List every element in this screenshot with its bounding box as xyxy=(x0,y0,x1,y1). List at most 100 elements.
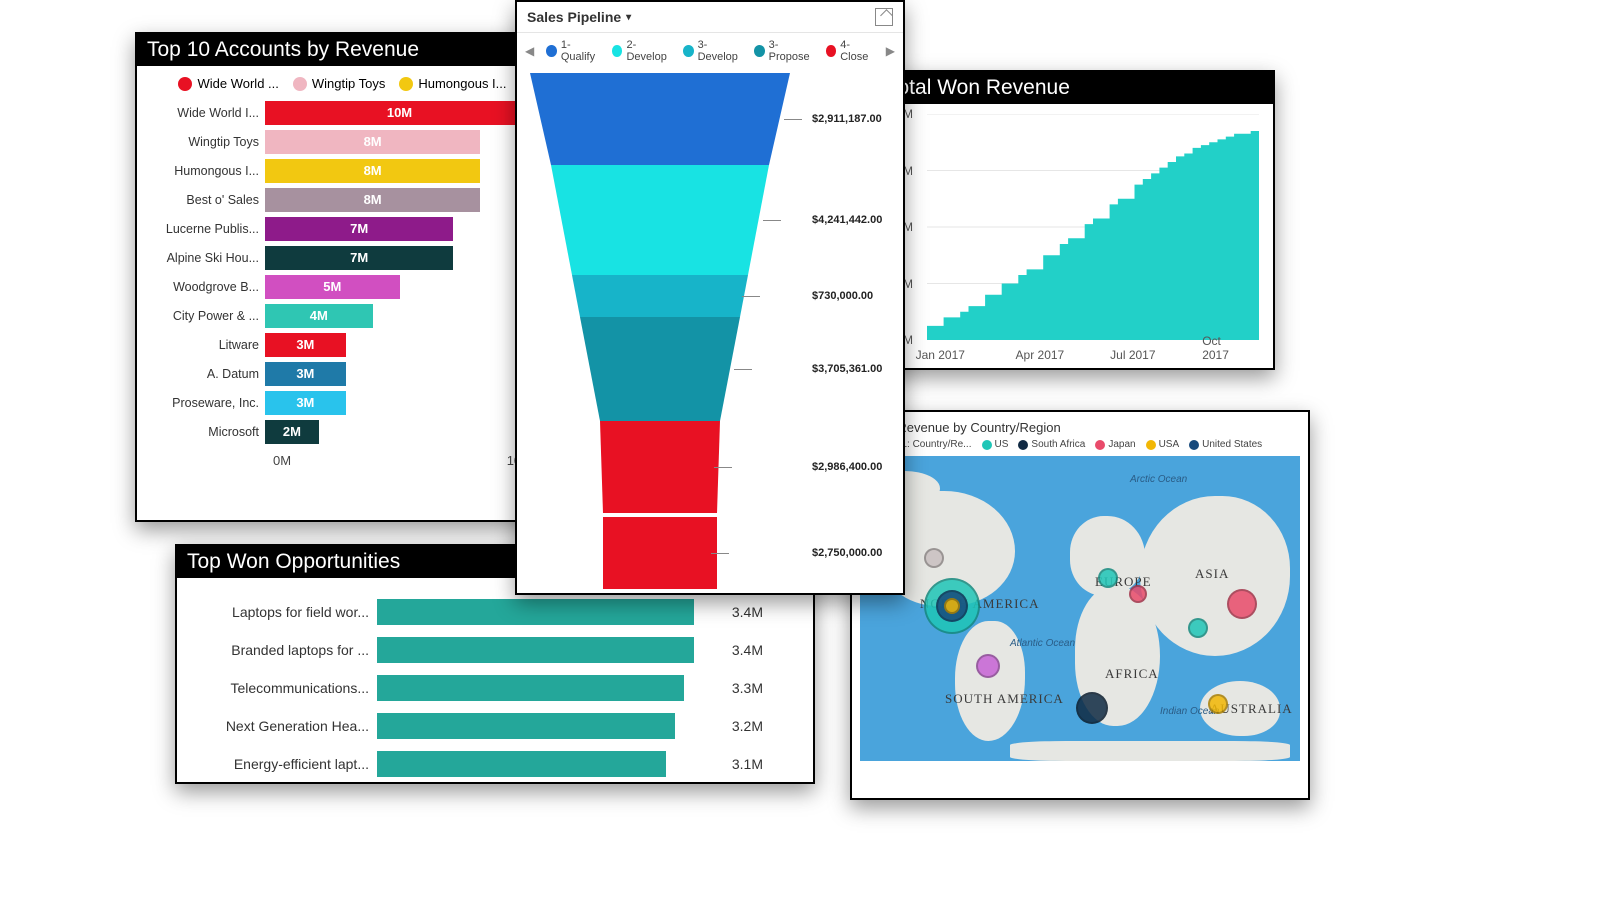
legend-item[interactable]: United States xyxy=(1189,439,1262,450)
bar-track: 8M xyxy=(265,159,534,183)
area-series[interactable] xyxy=(927,131,1259,340)
map-bubble[interactable] xyxy=(944,598,960,614)
legend-swatch xyxy=(1189,440,1199,450)
map-bubble[interactable] xyxy=(1208,694,1228,714)
bar-row[interactable]: Best o' Sales 8M xyxy=(137,186,534,213)
map-bubble[interactable] xyxy=(1188,618,1208,638)
bar-track: 3M xyxy=(265,333,534,357)
bar-label: Humongous I... xyxy=(137,164,265,178)
bar-fill xyxy=(377,637,694,663)
legend-swatch xyxy=(399,77,413,91)
legend-swatch xyxy=(1018,440,1028,450)
map-bubble[interactable] xyxy=(1129,585,1147,603)
legend-text: South Africa xyxy=(1031,439,1085,450)
legend-swatch xyxy=(1146,440,1156,450)
bar-label: A. Datum xyxy=(137,367,265,381)
bar-fill: 8M xyxy=(265,130,480,154)
legend-text: Japan xyxy=(1108,439,1135,450)
map-bubble[interactable] xyxy=(1227,589,1257,619)
bar-track: 7M xyxy=(265,217,534,241)
funnel-segment[interactable] xyxy=(530,73,790,165)
legend-item[interactable]: Wide World ... xyxy=(178,76,278,91)
continent-label: ASIA xyxy=(1195,566,1229,582)
bar-value: 3.3M xyxy=(732,675,763,701)
bar-label: Litware xyxy=(137,338,265,352)
legend-swatch xyxy=(683,45,694,57)
legend-item[interactable]: Japan xyxy=(1095,439,1135,450)
legend-text: Wide World ... xyxy=(197,76,278,91)
x-axis-label: Jan 2017 xyxy=(916,348,965,362)
funnel-tick xyxy=(711,553,729,554)
panel-total-won-revenue: Total Won Revenue 140M160M180M200M220MJa… xyxy=(875,70,1275,370)
bar-row[interactable]: Wingtip Toys 8M xyxy=(137,128,534,155)
map-canvas[interactable]: NORTH AMERICASOUTH AMERICAEUROPEAFRICAAS… xyxy=(860,456,1300,761)
map-bubble[interactable] xyxy=(1098,568,1118,588)
funnel-tick xyxy=(714,467,732,468)
bar-label: Telecommunications... xyxy=(177,680,377,696)
legend-item[interactable]: 3-Develop xyxy=(683,39,742,63)
legend-item[interactable]: US xyxy=(982,439,1009,450)
bar-row[interactable]: Humongous I... 8M xyxy=(137,157,534,184)
pipeline-legend: ◀ 1-Qualify 2-Develop 3-Develop 3-Propose 4-… xyxy=(517,33,903,67)
bar-row[interactable]: Proseware, Inc. 3M xyxy=(137,389,534,416)
pipeline-header: Sales Pipeline ▾ xyxy=(517,2,903,33)
bar-row[interactable]: City Power & ... 4M xyxy=(137,302,534,329)
legend-item[interactable]: 4-Close xyxy=(826,39,874,63)
legend-item[interactable]: 2-Develop xyxy=(612,39,671,63)
bar-row[interactable]: Wide World I... 10M xyxy=(137,99,534,126)
bar-label: Next Generation Hea... xyxy=(177,718,377,734)
bar-label: Proseware, Inc. xyxy=(137,396,265,410)
x-axis-label: Jul 2017 xyxy=(1110,348,1155,362)
bar-track: 3M xyxy=(265,362,534,386)
bar-row[interactable]: Telecommunications... 3.3M xyxy=(177,672,703,704)
map-bubble[interactable] xyxy=(976,654,1000,678)
bar-row[interactable]: Microsoft 2M xyxy=(137,418,534,445)
legend-swatch xyxy=(546,45,557,57)
bar-row[interactable]: Energy-efficient lapt... 3.1M xyxy=(177,748,703,780)
funnel-segment[interactable] xyxy=(600,421,720,513)
legend-swatch xyxy=(1095,440,1105,450)
funnel-value: $3,705,361.00 xyxy=(812,363,882,375)
map-bubble[interactable] xyxy=(1076,692,1108,724)
funnel-segment[interactable] xyxy=(551,165,769,275)
legend-text: 3-Develop xyxy=(698,39,742,63)
top10-legend: Wide World ... Wingtip Toys Humongous I... xyxy=(137,66,548,97)
legend-item[interactable]: 3-Propose xyxy=(754,39,814,63)
bar-row[interactable]: Woodgrove B... 5M xyxy=(137,273,534,300)
bar-track: 3M xyxy=(265,391,534,415)
legend-prev-icon[interactable]: ◀ xyxy=(525,44,534,58)
bar-row[interactable]: Next Generation Hea... 3.2M xyxy=(177,710,703,742)
legend-item[interactable]: 1-Qualify xyxy=(546,39,600,63)
legend-item[interactable]: USA xyxy=(1146,439,1180,450)
bar-track: 2M xyxy=(265,420,534,444)
bar-row[interactable]: Branded laptops for ... 3.4M xyxy=(177,634,703,666)
funnel-tick xyxy=(784,119,802,120)
bar-row[interactable]: Alpine Ski Hou... 7M xyxy=(137,244,534,271)
map-title: Open Revenue by Country/Region xyxy=(852,412,1308,437)
map-bubble[interactable] xyxy=(924,548,944,568)
landmass xyxy=(1010,741,1290,761)
bar-fill: 2M xyxy=(265,420,319,444)
panel-open-revenue-map: Open Revenue by Country/Region Address 1… xyxy=(850,410,1310,800)
bar-row[interactable]: A. Datum 3M xyxy=(137,360,534,387)
bar-label: Energy-efficient lapt... xyxy=(177,756,377,772)
popout-icon[interactable] xyxy=(875,8,893,26)
legend-swatch xyxy=(612,45,623,57)
legend-item[interactable]: Wingtip Toys xyxy=(293,76,385,91)
bar-row[interactable]: Litware 3M xyxy=(137,331,534,358)
bar-fill: 10M xyxy=(265,101,534,125)
legend-item[interactable]: Humongous I... xyxy=(399,76,506,91)
funnel-segment[interactable] xyxy=(580,317,740,421)
funnel-segment[interactable] xyxy=(603,517,717,589)
legend-text: 4-Close xyxy=(840,39,874,63)
ocean-label: Atlantic Ocean xyxy=(1010,638,1075,649)
funnel-tick xyxy=(734,369,752,370)
legend-next-icon[interactable]: ▶ xyxy=(886,44,895,58)
legend-text: US xyxy=(995,439,1009,450)
bar-row[interactable]: Lucerne Publis... 7M xyxy=(137,215,534,242)
legend-item[interactable]: South Africa xyxy=(1018,439,1085,450)
pipeline-title[interactable]: Sales Pipeline ▾ xyxy=(527,9,631,25)
funnel-segment[interactable] xyxy=(572,275,748,317)
bar-label: City Power & ... xyxy=(137,309,265,323)
rev-title: Total Won Revenue xyxy=(877,72,1273,104)
